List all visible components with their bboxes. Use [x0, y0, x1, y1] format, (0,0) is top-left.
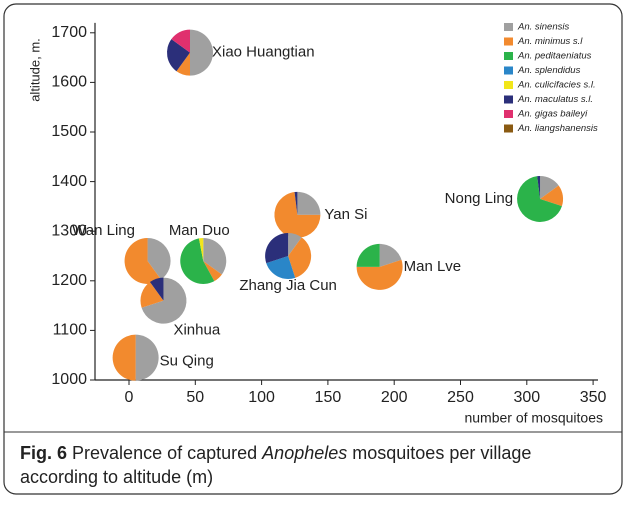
pie: [356, 243, 403, 290]
village-label: Nong Ling: [445, 190, 513, 207]
pie-slice: [297, 191, 321, 215]
legend-swatch: [504, 37, 513, 46]
y-tick-label: 1700: [51, 24, 87, 41]
pie-slice: [149, 277, 164, 301]
legend-swatch: [504, 52, 513, 60]
village-label: Xiao Huangtian: [212, 44, 315, 61]
legend-label: An. culicifacies s.l.: [517, 80, 596, 91]
pie-slice: [171, 29, 190, 53]
caption-line: according to altitude (m): [20, 467, 213, 487]
legend-label: An. gigas baileyi: [517, 109, 588, 120]
pie: [140, 277, 187, 324]
pie: [112, 334, 159, 381]
village-label: Xinhua: [173, 322, 220, 339]
x-tick-label: 300: [513, 389, 540, 406]
pie-slice: [147, 237, 171, 280]
y-tick-label: 1200: [51, 272, 87, 289]
legend-swatch: [504, 66, 513, 75]
caption-line: Fig. 6 Prevalence of captured Anopheles …: [20, 443, 531, 463]
pie-slice: [294, 191, 298, 215]
pie-slice: [540, 185, 564, 207]
pie-slice: [356, 259, 403, 290]
village-label: Wan Ling: [72, 222, 135, 239]
y-tick-label: 1100: [53, 322, 88, 339]
pie-slice: [166, 39, 190, 72]
village-label: Man Lve: [404, 258, 462, 275]
pie-slice: [288, 233, 302, 256]
caption-text: mosquitoes per village: [352, 443, 531, 463]
y-tick-label: 1600: [51, 74, 87, 91]
y-tick-label: 1500: [51, 123, 87, 140]
caption-text: according to altitude (m): [20, 467, 213, 487]
x-axis-title: number of mosquitoes: [464, 410, 603, 426]
legend-swatch: [504, 124, 513, 133]
pie-slice: [537, 175, 541, 199]
y-tick-label: 1000: [51, 371, 87, 388]
village-label: Su Qing: [160, 353, 214, 370]
pie: [517, 175, 564, 222]
village-label: Yan Si: [324, 206, 367, 223]
legend-swatch: [504, 81, 513, 89]
pie-slice: [203, 237, 227, 275]
legend-swatch: [504, 23, 513, 31]
pie-slice: [274, 192, 321, 238]
x-tick-label: 250: [447, 389, 474, 406]
pie-slice: [288, 237, 312, 278]
figure-border: [3, 3, 623, 495]
pie-slice: [189, 29, 213, 76]
x-tick-label: 200: [381, 389, 408, 406]
x-tick-label: 150: [315, 389, 342, 406]
village-label: Zhang Jia Cun: [239, 277, 337, 294]
pie-slice: [141, 277, 187, 324]
pie-slice: [540, 175, 559, 199]
y-axis-title: altitude, m.: [27, 38, 42, 102]
legend-label: An. peditaeniatus: [517, 51, 592, 62]
legend-swatch: [504, 95, 513, 104]
pie-slice: [112, 334, 136, 381]
pie: [180, 237, 227, 284]
pie-slice: [135, 334, 159, 381]
pie: [265, 233, 312, 279]
pie: [166, 29, 213, 76]
pie-slice: [140, 282, 164, 308]
legend-label: An. sinensis: [517, 22, 569, 33]
x-tick-label: 100: [248, 389, 275, 406]
caption-text: Prevalence of captured: [72, 443, 257, 463]
legend-label: An. maculatus s.l.: [517, 94, 593, 105]
legend-label: An. splendidus: [517, 65, 581, 76]
x-tick-label: 350: [580, 389, 607, 406]
pie-slice: [379, 243, 402, 267]
caption-text: Anopheles: [261, 443, 347, 463]
legend-swatch: [504, 110, 513, 118]
x-tick-label: 0: [125, 389, 134, 406]
village-label: Man Duo: [169, 222, 230, 239]
pie-slice: [198, 237, 204, 261]
pie-slice: [124, 237, 162, 284]
pie: [274, 191, 321, 238]
y-tick-label: 1300: [51, 222, 87, 239]
y-tick-label: 1400: [51, 173, 87, 190]
legend-label: An. minimus s.l: [517, 36, 583, 47]
caption-label: Fig. 6: [20, 443, 67, 463]
pie-slice: [265, 233, 289, 264]
pie-slice: [180, 238, 215, 284]
x-tick-label: 50: [186, 389, 204, 406]
pie-slice: [517, 176, 562, 222]
pie-slice: [356, 243, 380, 267]
pie-slice: [266, 256, 296, 279]
legend-label: An. liangshanensis: [517, 123, 598, 134]
pie-slice: [203, 260, 222, 282]
pie-slice: [176, 52, 190, 76]
pie: [124, 237, 171, 284]
